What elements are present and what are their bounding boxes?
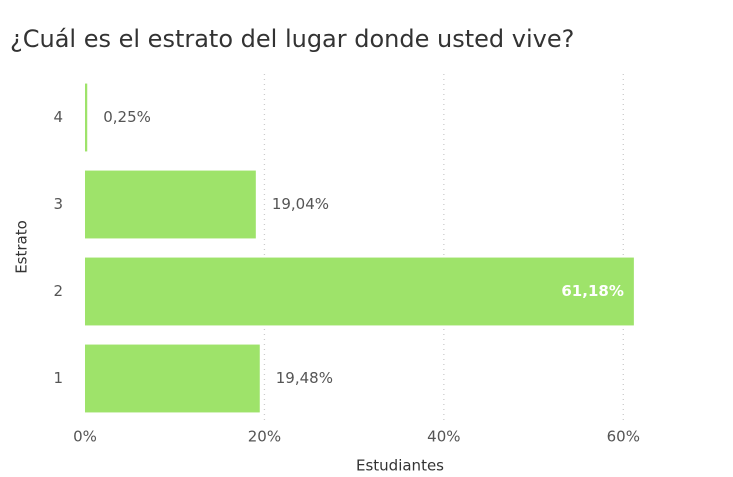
x-axis-label: Estudiantes [356,457,444,475]
x-tick-label: 40% [427,428,460,446]
y-tick-label: 2 [53,282,63,300]
y-axis-label: Estrato [13,220,31,274]
bar [85,170,256,239]
data-label: 19,48% [276,369,333,387]
y-tick-label: 1 [53,369,63,387]
bar [85,344,260,413]
x-tick-label: 60% [607,428,640,446]
chart-title: ¿Cuál es el estrato del lugar donde uste… [10,25,574,53]
x-tick-label: 0% [73,428,97,446]
data-label: 0,25% [103,108,151,126]
x-tick-label: 20% [248,428,281,446]
data-label: 61,18% [561,282,623,300]
bar [85,257,634,326]
bar [85,83,88,152]
data-label: 19,04% [272,195,329,213]
y-tick-label: 3 [53,195,63,213]
y-tick-label: 4 [53,108,63,126]
